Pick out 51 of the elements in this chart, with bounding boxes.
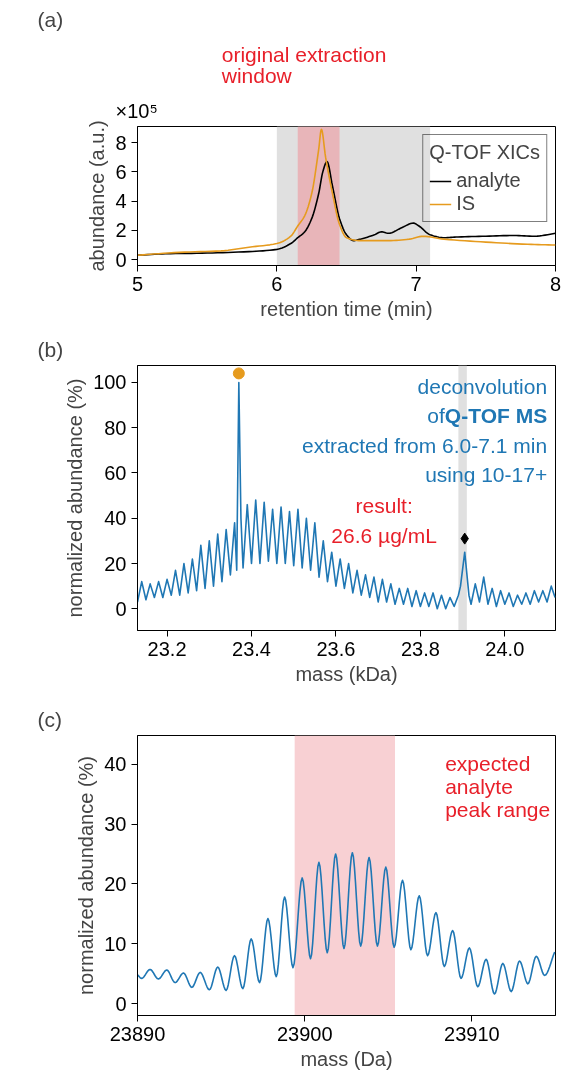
x-tick-label: 23910	[444, 1022, 500, 1045]
y-tick-label: 20	[104, 552, 127, 575]
x-tick-label: 24.0	[485, 637, 525, 660]
y-tick-label: 60	[104, 461, 127, 484]
annotation: 26.6 µg/mL	[331, 523, 437, 547]
x-tick-label: 23.4	[232, 637, 271, 660]
x-tick-label: 23.6	[316, 637, 356, 660]
legend-title: Q-TOF XICs	[429, 141, 540, 164]
x-tick-label: 23.2	[147, 637, 187, 660]
x-tick-label: 23.8	[400, 637, 440, 660]
y-tick-label: 10	[104, 932, 127, 955]
y-tick-label: 100	[93, 371, 127, 394]
y-tick-label: 2	[115, 219, 127, 242]
band-label: original extraction window	[220, 42, 387, 88]
chart-title: (b)	[37, 337, 64, 361]
x-tick-label: 23900	[276, 1022, 333, 1045]
band-label: expected analyte peak range	[445, 752, 551, 822]
y-axis-title: abundance (a.u.)	[86, 120, 109, 272]
annotation: result:	[355, 494, 413, 518]
x-axis-title: mass (Da)	[300, 1047, 393, 1070]
annotation: extracted from 6.0-7.1 min	[302, 433, 548, 457]
y-tick-label: 30	[104, 813, 127, 836]
y-axis-title: normalized abundance (%)	[75, 755, 98, 996]
legend-label: analyte	[456, 169, 521, 192]
y-tick-label: 40	[104, 507, 127, 530]
y-tick-label: 40	[104, 753, 127, 776]
annotation: Q-TOF MS	[444, 404, 548, 428]
y-axis-title: normalized abundance (%)	[64, 378, 87, 618]
y-tick-label: 0	[115, 597, 127, 620]
annotation: using 10-17+	[425, 462, 548, 486]
x-tick-label: 5	[131, 272, 144, 295]
chart-title: (a)	[37, 7, 64, 31]
x-tick-label: 7	[410, 272, 422, 295]
x-tick-label: 23890	[109, 1022, 166, 1045]
y-tick-label: 20	[104, 872, 127, 895]
legend-label: IS	[456, 192, 477, 215]
y-tick-label: 0	[115, 248, 127, 271]
y-tick-label: 6	[115, 160, 127, 183]
text: ×10⁵	[115, 99, 158, 122]
x-axis-title: mass (kDa)	[295, 662, 398, 685]
y-tick-label: 8	[115, 131, 127, 154]
y-tick-label: 80	[104, 416, 127, 439]
x-tick-label: 8	[549, 272, 562, 295]
annotation: deconvolution	[417, 375, 548, 399]
annotation: of	[427, 404, 445, 428]
chart-title: (c)	[37, 707, 62, 731]
x-axis-title: retention time (min)	[260, 297, 433, 320]
x-tick-label: 6	[271, 272, 283, 295]
y-tick-label: 0	[115, 992, 127, 1015]
line-series	[137, 381, 556, 610]
y-tick-label: 4	[115, 190, 127, 213]
